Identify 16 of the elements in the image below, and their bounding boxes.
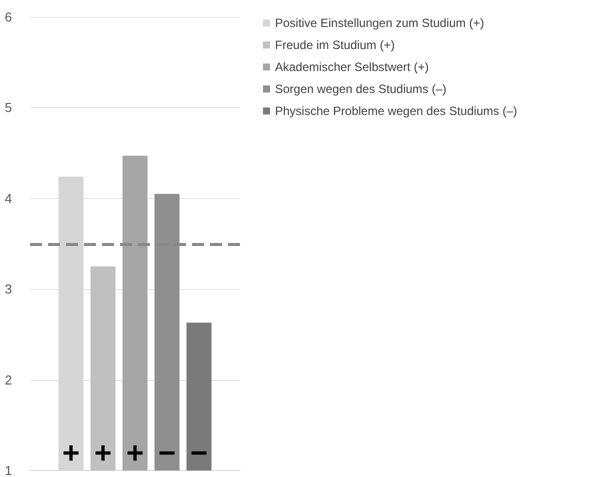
annotation: − bbox=[190, 437, 208, 470]
y-tick-label: 2 bbox=[4, 372, 12, 388]
y-tick-label: 1 bbox=[4, 463, 12, 477]
y-tick-label: 6 bbox=[4, 10, 12, 24]
y-tick-label: 3 bbox=[4, 282, 12, 297]
legend-label: Freude im Studium (+) bbox=[275, 38, 395, 52]
legend-label: Sorgen wegen des Studiums (–) bbox=[275, 82, 446, 96]
legend-label: Physische Probleme wegen des Studiums (–) bbox=[275, 104, 518, 118]
annotation: + bbox=[94, 437, 112, 470]
annotation: + bbox=[126, 437, 144, 470]
legend-label: Positive Einstellungen zum Studium (+) bbox=[275, 16, 484, 30]
annotation: + bbox=[62, 437, 80, 470]
y-tick-label: 5 bbox=[4, 100, 12, 116]
y-tick-label: 4 bbox=[4, 190, 12, 206]
legend-label: Akademischer Selbstwert (+) bbox=[275, 60, 429, 74]
annotation: − bbox=[158, 437, 176, 470]
